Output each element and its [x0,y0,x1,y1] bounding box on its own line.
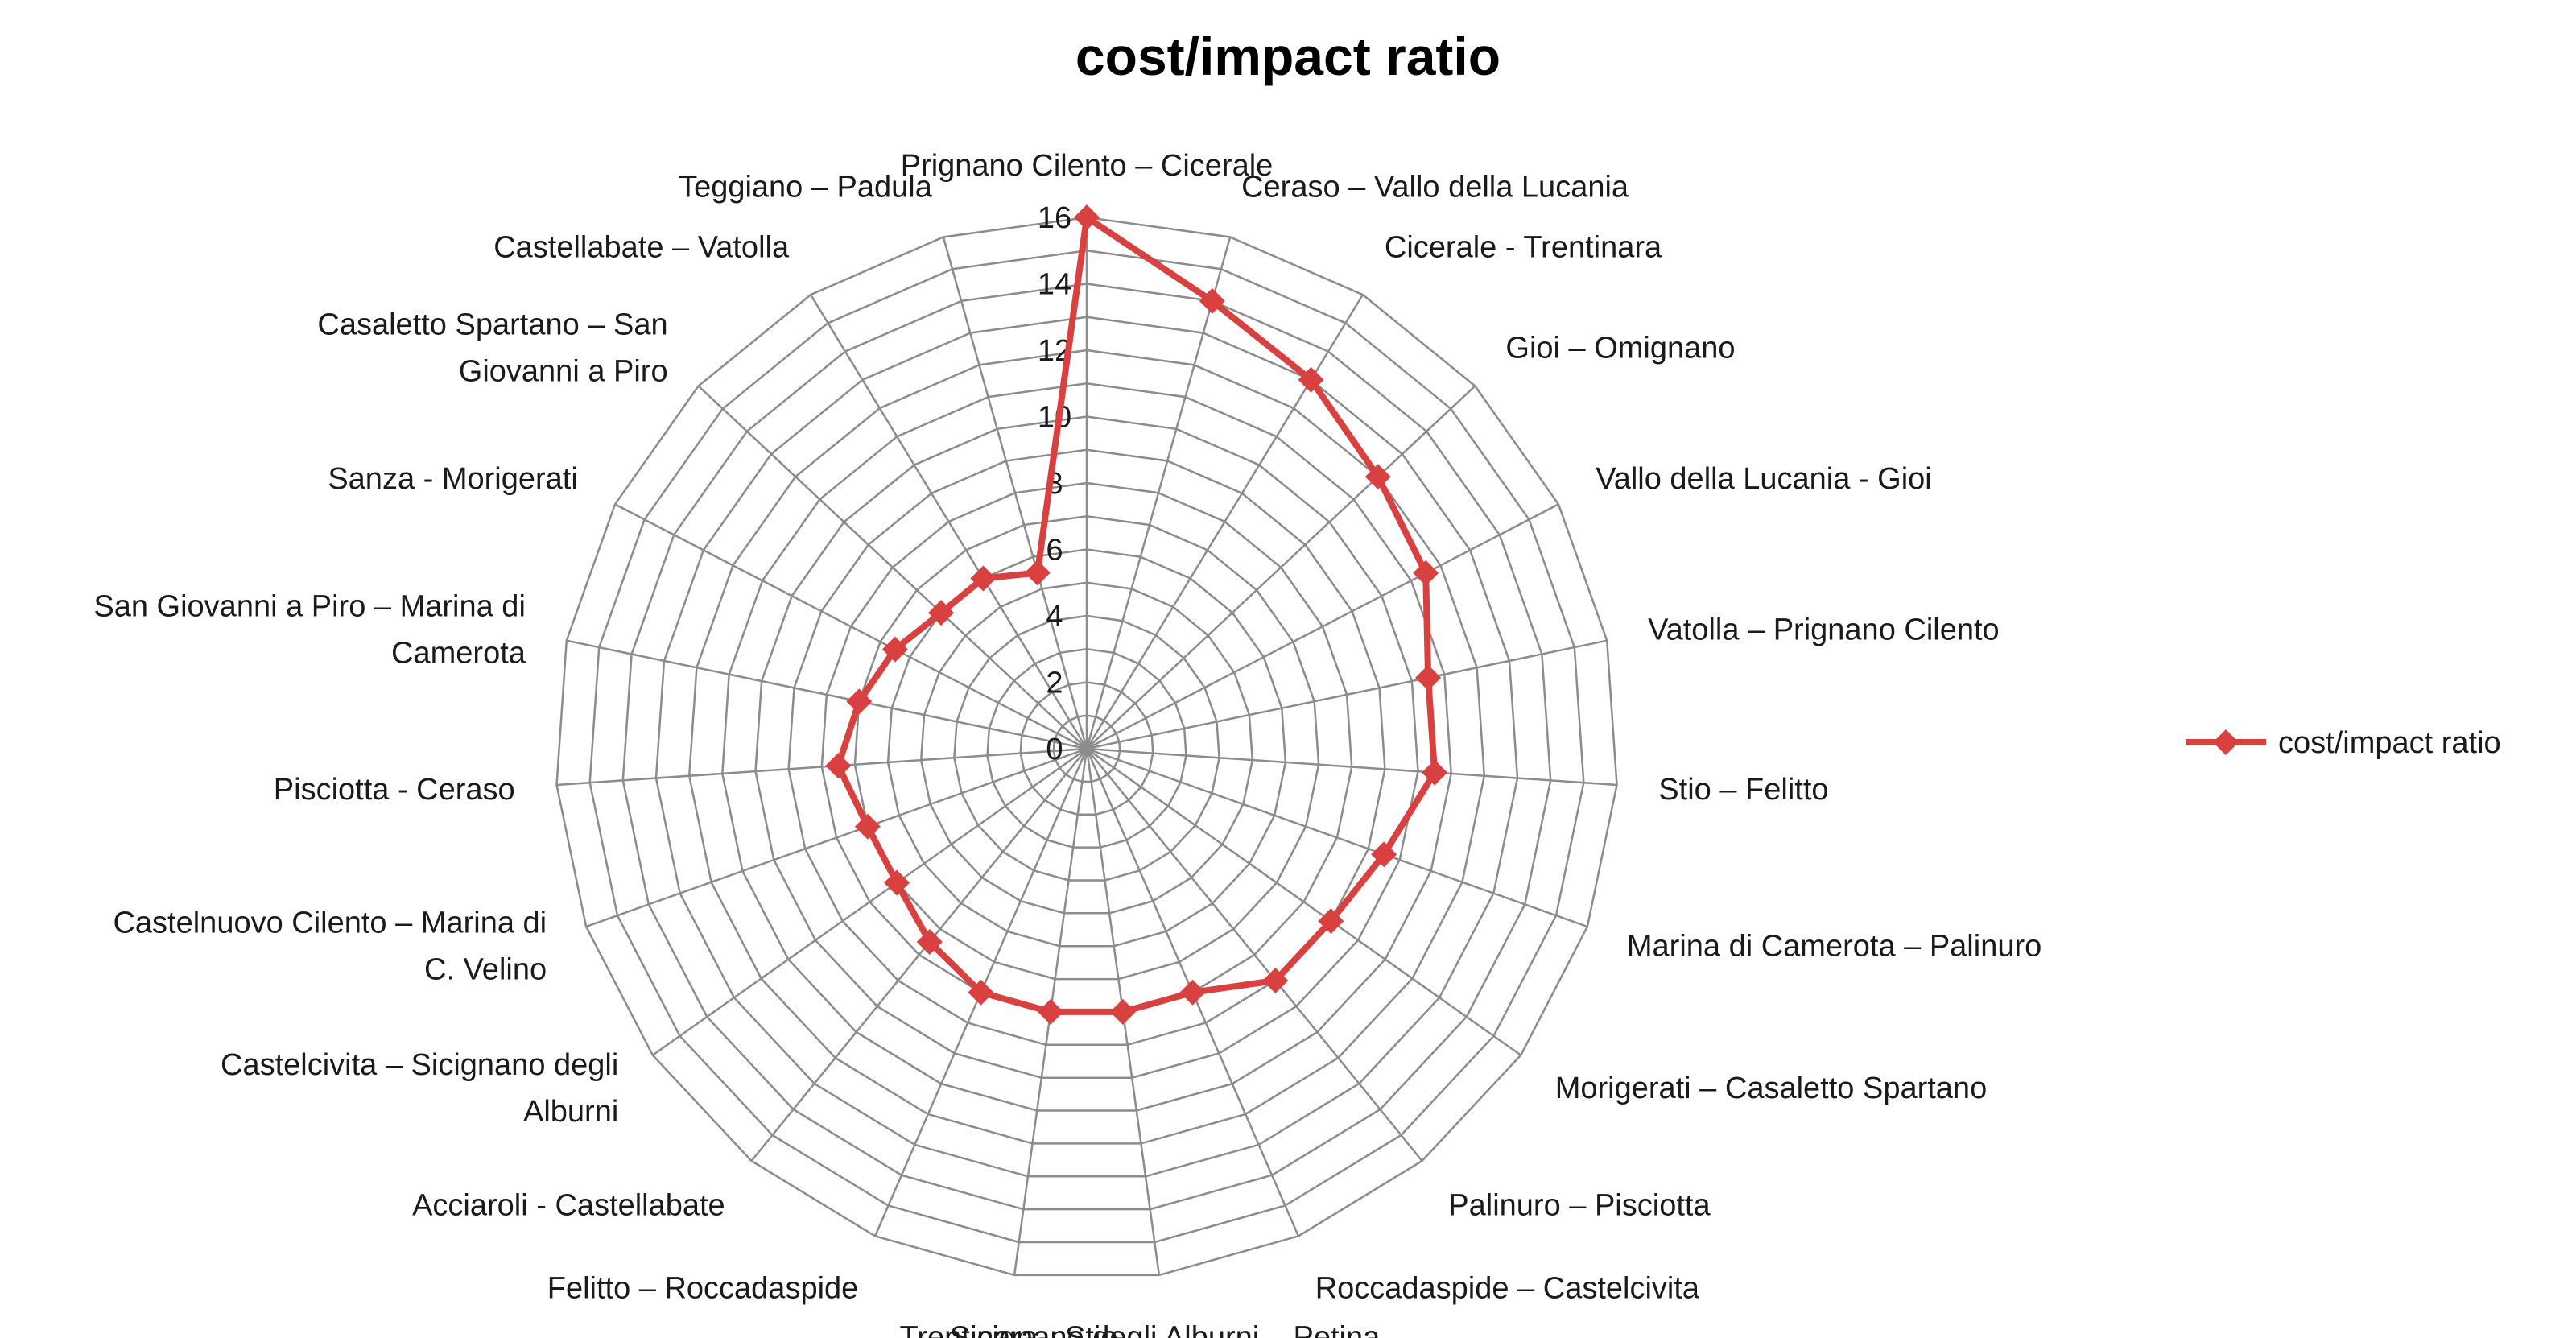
data-point-marker [825,753,852,779]
grid-ring [1052,714,1121,783]
data-point-marker [854,813,881,840]
data-point-marker [1364,464,1391,490]
r-tick-label: 14 [1038,268,1071,302]
grid-spoke [1086,748,1423,1162]
data-point-marker [1262,968,1289,993]
grid-ring [654,316,1519,1178]
data-series [825,204,1448,1025]
grid-spoke [1086,385,1476,750]
data-point-marker [916,929,943,955]
legend: cost/impact ratio [2186,726,2501,760]
r-tick-label: 4 [1046,600,1063,634]
grid-spoke [1086,503,1559,750]
data-point-marker [1038,998,1064,1025]
category-label: Acciaroli - Castellabate [412,1188,725,1222]
grid-ring [919,581,1254,915]
category-label: Morigerati – Casaletto Spartano [1555,1072,1988,1105]
data-point-marker [1179,979,1206,1006]
radar-grid [555,216,1618,1277]
legend-label: cost/impact ratio [2278,726,2501,760]
grid-spoke [652,747,1088,1056]
data-point-marker [1024,560,1051,586]
grid-spoke [1086,747,1521,1056]
grid-spoke [614,503,1088,750]
data-point-marker [881,636,908,663]
category-label: Sicignano degli Alburni – Petina [950,1320,1381,1338]
grid-spoke [1085,294,1364,750]
data-point-marker [1318,908,1344,935]
series-line [835,214,1439,1015]
grid-ring [1019,681,1154,816]
grid-spoke [942,237,1088,750]
data-point-marker [846,688,873,715]
category-label: Castelcivita – Sicignano degli Alburni [221,1048,618,1129]
category-label: San Giovanni a Piro – Marina di Camerota [93,590,526,671]
category-label: Cicerale - Trentinara [1385,230,1662,264]
grid-ring [555,216,1618,1277]
category-label: Trentinara - Stio [899,1320,1117,1338]
category-label: Marina di Camerota – Palinuro [1627,930,2041,964]
grid-ring [687,349,1486,1145]
grid-spoke [556,747,1088,787]
category-label: Teggiano – Padula [679,170,933,204]
category-label: Castellabate – Vatolla [493,230,790,264]
data-point-marker [1109,998,1136,1025]
category-label: Castelnuovo Cilento – Marina di C. Velino [113,906,547,987]
category-label: Felitto – Roccadaspide [547,1272,859,1306]
grid-spoke [1085,237,1232,750]
grid-ring [853,515,1320,981]
data-point-marker [970,565,997,592]
category-label: Stio – Felitto [1658,773,1828,807]
data-point-marker [1074,204,1100,230]
category-label: Prignano Cilento – Cicerale [901,149,1274,183]
grid-ring [721,382,1452,1112]
data-point-marker [928,600,955,626]
grid-ring [787,448,1386,1047]
grid-spoke [1086,639,1608,750]
legend-marker-swatch [2213,729,2239,755]
category-label: Vallo della Lucania - Gioi [1596,462,1932,496]
grid-spoke [810,294,1088,750]
data-point-marker [1371,841,1397,868]
data-point-marker [1415,664,1442,691]
data-point-marker [1298,366,1324,393]
grid-ring [754,415,1419,1079]
category-label: Palinuro – Pisciotta [1448,1188,1711,1222]
data-point-marker [1199,287,1225,314]
category-label: Roccadaspide – Castelcivita [1315,1272,1700,1306]
data-point-marker [968,979,994,1006]
grid-ring [621,283,1552,1211]
category-label: Gioi – Omignano [1505,332,1735,365]
grid-spoke [566,639,1088,750]
grid-ring [986,648,1187,849]
grid-spoke [697,385,1088,750]
chart-title: cost/impact ratio [1075,27,1501,86]
grid-spoke [1086,747,1588,928]
grid-spoke [750,748,1088,1162]
grid-ring [953,614,1220,882]
r-tick-label: 2 [1046,667,1063,700]
grid-spoke [1086,747,1617,787]
category-label: Ceraso – Vallo della Lucania [1241,170,1629,204]
category-label: Sanza - Morigerati [328,462,577,496]
data-point-marker [1413,560,1439,586]
grid-spoke [585,747,1088,928]
r-tick-label: 6 [1046,534,1063,568]
r-tick-label: 16 [1038,201,1071,235]
category-label: Pisciotta - Ceraso [274,773,515,807]
data-point-marker [1422,759,1448,786]
grid-ring [588,250,1585,1244]
category-label: Casaletto Spartano – San Giovanni a Piro [317,308,667,389]
r-tick-label: 0 [1046,733,1063,766]
data-point-marker [884,869,910,896]
grid-ring [886,548,1287,948]
category-label: Vatolla – Prignano Cilento [1648,613,2000,647]
